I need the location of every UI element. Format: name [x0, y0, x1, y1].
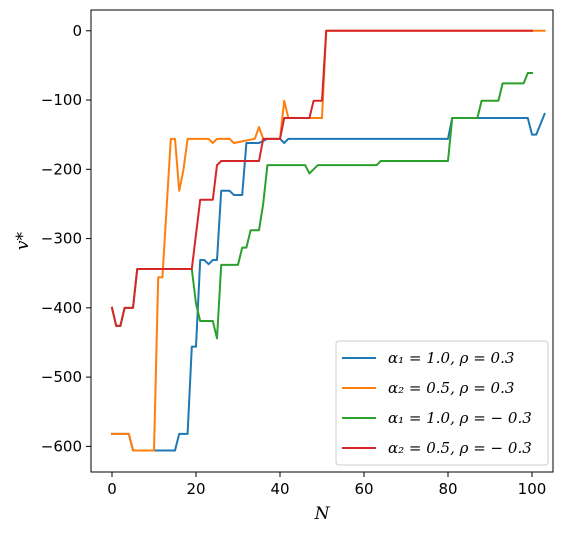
- series-line-2: [111, 29, 546, 452]
- x-tick-label: 40: [270, 480, 289, 498]
- y-axis-label: v*: [13, 231, 33, 250]
- legend-label-1: α₁ = 1.0, ρ = 0.3: [388, 349, 514, 367]
- legend-label-2: α₂ = 0.5, ρ = 0.3: [388, 379, 514, 397]
- legend: α₁ = 1.0, ρ = 0.3 α₂ = 0.5, ρ = 0.3 α₁ = 1…: [335, 340, 549, 466]
- x-tick-label: 20: [186, 480, 205, 498]
- y-tick-label: −300: [41, 230, 82, 248]
- x-tick-label: 80: [438, 480, 457, 498]
- x-tick-label: 60: [354, 480, 373, 498]
- series-line-1: [111, 112, 546, 452]
- y-axis: 0 −100 −200 −300 −400 −500 −600: [41, 22, 91, 455]
- x-tick-label: 100: [518, 480, 547, 498]
- x-tick-label: 0: [107, 480, 117, 498]
- x-axis-label: N: [314, 504, 331, 524]
- y-tick-label: −600: [41, 437, 82, 455]
- series-line-4: [110, 29, 533, 327]
- y-tick-label: −100: [41, 91, 82, 109]
- series-layer: [110, 29, 546, 452]
- legend-label-3: α₁ = 1.0, ρ = − 0.3: [388, 409, 532, 427]
- legend-label-4: α₂ = 0.5, ρ = − 0.3: [388, 439, 532, 457]
- x-axis: 0 20 40 60 80 100: [107, 472, 546, 498]
- y-tick-label: −400: [41, 299, 82, 317]
- y-tick-label: −200: [41, 160, 82, 178]
- y-tick-label: −500: [41, 368, 82, 386]
- y-tick-label: 0: [72, 22, 82, 40]
- legend-box: [335, 340, 549, 466]
